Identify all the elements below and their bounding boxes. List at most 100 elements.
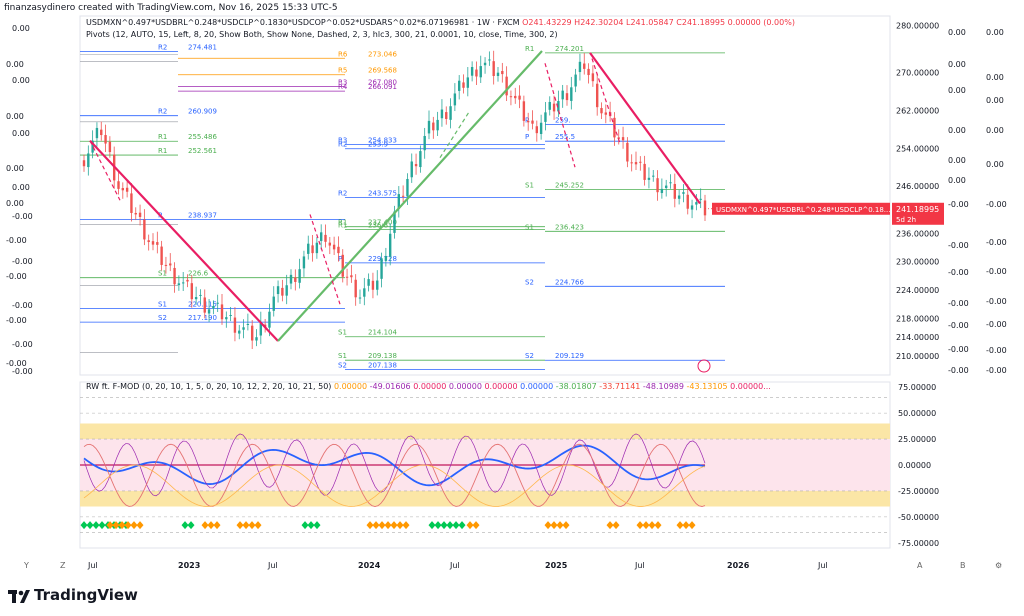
- pivot-value: 273.046: [368, 50, 397, 58]
- candle-body: [595, 83, 599, 108]
- candle-body: [388, 233, 392, 257]
- candle-body: [686, 194, 689, 209]
- oscillator-value: 0.00000: [517, 382, 554, 391]
- right-strip-value: -0.00: [986, 320, 1007, 329]
- pivot-tag: R3: [338, 78, 347, 86]
- pivot-value: 259.: [555, 117, 571, 125]
- axis-button-auto[interactable]: A: [917, 561, 923, 570]
- candle-body: [682, 192, 685, 194]
- pivot-tag: R3: [338, 136, 347, 144]
- diamond-marker: [550, 521, 558, 530]
- candle-body: [233, 317, 237, 333]
- oscillator-value: 0.00000...: [727, 382, 771, 391]
- candle-body: [212, 306, 215, 309]
- pivot-value: 267.080: [368, 78, 397, 86]
- diamond-marker: [207, 521, 215, 530]
- candle-body: [552, 103, 556, 112]
- candle-body: [121, 188, 125, 191]
- pivot-tag: S2: [525, 278, 534, 286]
- diamond-marker: [136, 521, 144, 530]
- candle-body: [561, 90, 564, 100]
- oscillator-value: -49.01606: [367, 382, 411, 391]
- candle-body: [190, 283, 194, 300]
- pivot-tag: S1: [338, 352, 347, 360]
- candle-body: [350, 275, 353, 278]
- candle-body: [509, 96, 513, 98]
- candle-body: [703, 200, 707, 216]
- settings-icon[interactable]: ⚙: [995, 561, 1003, 570]
- pivot-value: 274.201: [555, 45, 584, 53]
- candle-body: [177, 283, 181, 286]
- projection-line: [89, 140, 121, 201]
- left-strip-value: 0.00: [6, 112, 24, 121]
- pivot-value: 209.138: [368, 352, 397, 360]
- diamond-marker: [118, 521, 126, 530]
- lightning-icon[interactable]: [697, 359, 711, 373]
- price-tag-value-bg: [892, 202, 944, 225]
- diamond-marker: [92, 521, 100, 530]
- trend-line: [277, 50, 543, 342]
- candle-body: [341, 254, 344, 277]
- pivot-value: 238.937: [188, 211, 217, 219]
- diamond-marker: [307, 521, 315, 530]
- pivot-tag: R1: [338, 222, 347, 230]
- right-strip-value: 0.00: [948, 126, 966, 135]
- pivot-tag: S1: [158, 270, 167, 278]
- price-tag-label-bg: [712, 202, 890, 215]
- osc-axis-label: 25.00000: [898, 435, 936, 444]
- right-strip-value: -0.00: [986, 297, 1007, 306]
- candle-body: [531, 120, 534, 124]
- pivot-tag: S2: [158, 314, 167, 322]
- candle-body: [363, 288, 366, 297]
- diamond-marker: [86, 521, 94, 530]
- axis-button-z[interactable]: Z: [60, 561, 66, 570]
- left-strip-value: -0.00: [6, 236, 27, 245]
- candle-body: [427, 120, 431, 134]
- pivot-tag: R5: [338, 67, 347, 75]
- left-strip-value: 0.00: [12, 183, 30, 192]
- pivots-legend[interactable]: Pivots (12, AUTO, 15, Left, 8, 20, Show …: [86, 30, 558, 39]
- trend-line: [89, 139, 279, 342]
- candle-body: [194, 297, 198, 300]
- candle-body: [535, 126, 539, 134]
- candle-body: [268, 311, 271, 328]
- candle-body: [285, 285, 288, 296]
- candle-body: [289, 274, 293, 284]
- time-axis-label: 2024: [358, 561, 381, 570]
- diamond-marker: [130, 521, 138, 530]
- candle-body: [505, 76, 508, 96]
- oscillator-legend[interactable]: RW ft. F-MOD (0, 20, 10, 1, 5, 0, 20, 10…: [86, 382, 771, 391]
- pivot-tag: S1: [525, 182, 534, 190]
- price-pane: [79, 15, 891, 376]
- osc-red-line: [83, 443, 706, 507]
- candle-body: [250, 325, 254, 341]
- candle-body: [82, 160, 86, 167]
- candle-body: [380, 258, 383, 279]
- candle-body: [272, 296, 275, 311]
- pivot-value: 255.5: [555, 133, 575, 141]
- price-tag-countdown: 5d 2h: [896, 216, 916, 224]
- diamond-marker: [428, 521, 436, 530]
- price-axis-label: 230.00000: [896, 258, 939, 267]
- axis-button-b[interactable]: B: [960, 561, 966, 570]
- candle-body: [664, 185, 668, 189]
- right-strip-value: -0.00: [948, 321, 969, 330]
- price-axis-label: 210.00000: [896, 352, 939, 361]
- candle-body: [220, 304, 224, 320]
- axis-button-y[interactable]: Y: [24, 561, 29, 570]
- left-strip-value: 0.00: [6, 164, 24, 173]
- candle-body: [570, 87, 573, 101]
- right-strip-value: 0.00: [986, 73, 1004, 82]
- right-strip-value: 0.00: [948, 60, 966, 69]
- symbol-title[interactable]: USDMXN^0.497*USDBRL^0.248*USDCLP^0.1830*…: [86, 18, 520, 27]
- diamond-marker: [562, 521, 570, 530]
- diamond-marker: [372, 521, 380, 530]
- projection-line: [439, 110, 471, 159]
- osc-markers: [80, 521, 696, 530]
- candle-body: [600, 108, 603, 114]
- osc-axis-label: 75.00000: [898, 383, 936, 392]
- diamond-marker: [242, 521, 250, 530]
- candle-body: [276, 286, 280, 295]
- diamond-marker: [606, 521, 614, 530]
